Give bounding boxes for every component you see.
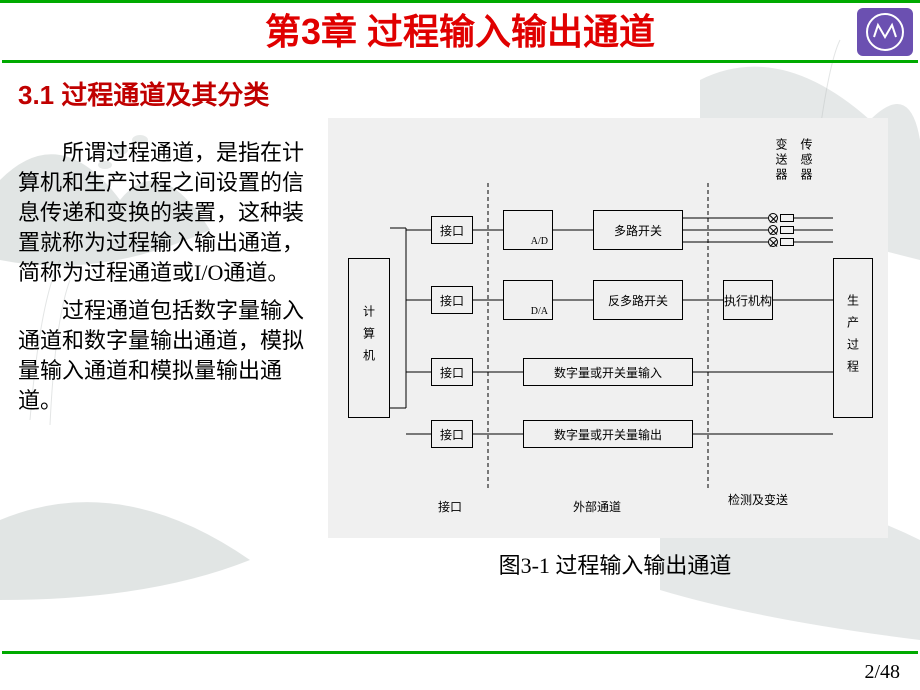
section-title: 3.1 过程通道及其分类 <box>18 75 920 112</box>
diagram-caption: 图3-1 过程输入输出通道 <box>328 548 902 580</box>
box-actuator: 执行机构 <box>723 280 773 320</box>
io-channel-diagram: 计算机 生产过程 变送器 传感器 接口 A/D 多路开关 接口 D/A 反多路开… <box>328 118 888 538</box>
university-logo <box>856 7 914 57</box>
diagram-column: 计算机 生产过程 变送器 传感器 接口 A/D 多路开关 接口 D/A 反多路开… <box>318 118 902 580</box>
sensor-rect-2 <box>780 226 794 234</box>
box-interface-1: 接口 <box>431 216 473 244</box>
lamp-icon-3 <box>768 237 778 247</box>
box-demultiswitch: 反多路开关 <box>593 280 683 320</box>
label-process: 生产过程 <box>845 294 862 382</box>
box-interface-3: 接口 <box>431 358 473 386</box>
zone-label-detect: 检测及变送 <box>728 491 788 508</box>
lamp-icon-2 <box>768 225 778 235</box>
lamp-icon-1 <box>768 213 778 223</box>
box-interface-2: 接口 <box>431 286 473 314</box>
box-multiswitch: 多路开关 <box>593 210 683 250</box>
paragraph-1: 所谓过程通道，是指在计算机和生产过程之间设置的信息传递和变换的装置，这种装置就称… <box>18 138 318 288</box>
zone-label-interface: 接口 <box>438 498 462 515</box>
footer-border <box>2 651 918 654</box>
sensor-rect-3 <box>780 238 794 246</box>
header-underline <box>2 60 918 63</box>
label-sensor: 传感器 <box>798 138 815 183</box>
chapter-title: 第3章 过程输入输出通道 <box>265 11 655 52</box>
paragraph-2: 过程通道包括数字量输入通道和数字量输出通道，模拟量输入通道和模拟量输出通道。 <box>18 296 318 416</box>
sensor-rect-1 <box>780 214 794 222</box>
slide-header: 第3章 过程输入输出通道 <box>0 0 920 60</box>
body-text: 所谓过程通道，是指在计算机和生产过程之间设置的信息传递和变换的装置，这种装置就称… <box>18 118 318 580</box>
zone-label-external: 外部通道 <box>573 498 621 515</box>
label-transmitter: 变送器 <box>773 138 790 183</box>
box-da: D/A <box>503 280 553 320</box>
box-ad: A/D <box>503 210 553 250</box>
box-process: 生产过程 <box>833 258 873 418</box>
box-digital-out: 数字量或开关量输出 <box>523 420 693 448</box>
box-computer: 计算机 <box>348 258 390 418</box>
page-number: 2/48 <box>864 661 900 684</box>
box-digital-in: 数字量或开关量输入 <box>523 358 693 386</box>
content-area: 所谓过程通道，是指在计算机和生产过程之间设置的信息传递和变换的装置，这种装置就称… <box>0 118 920 580</box>
label-computer: 计算机 <box>361 305 378 371</box>
box-interface-4: 接口 <box>431 420 473 448</box>
